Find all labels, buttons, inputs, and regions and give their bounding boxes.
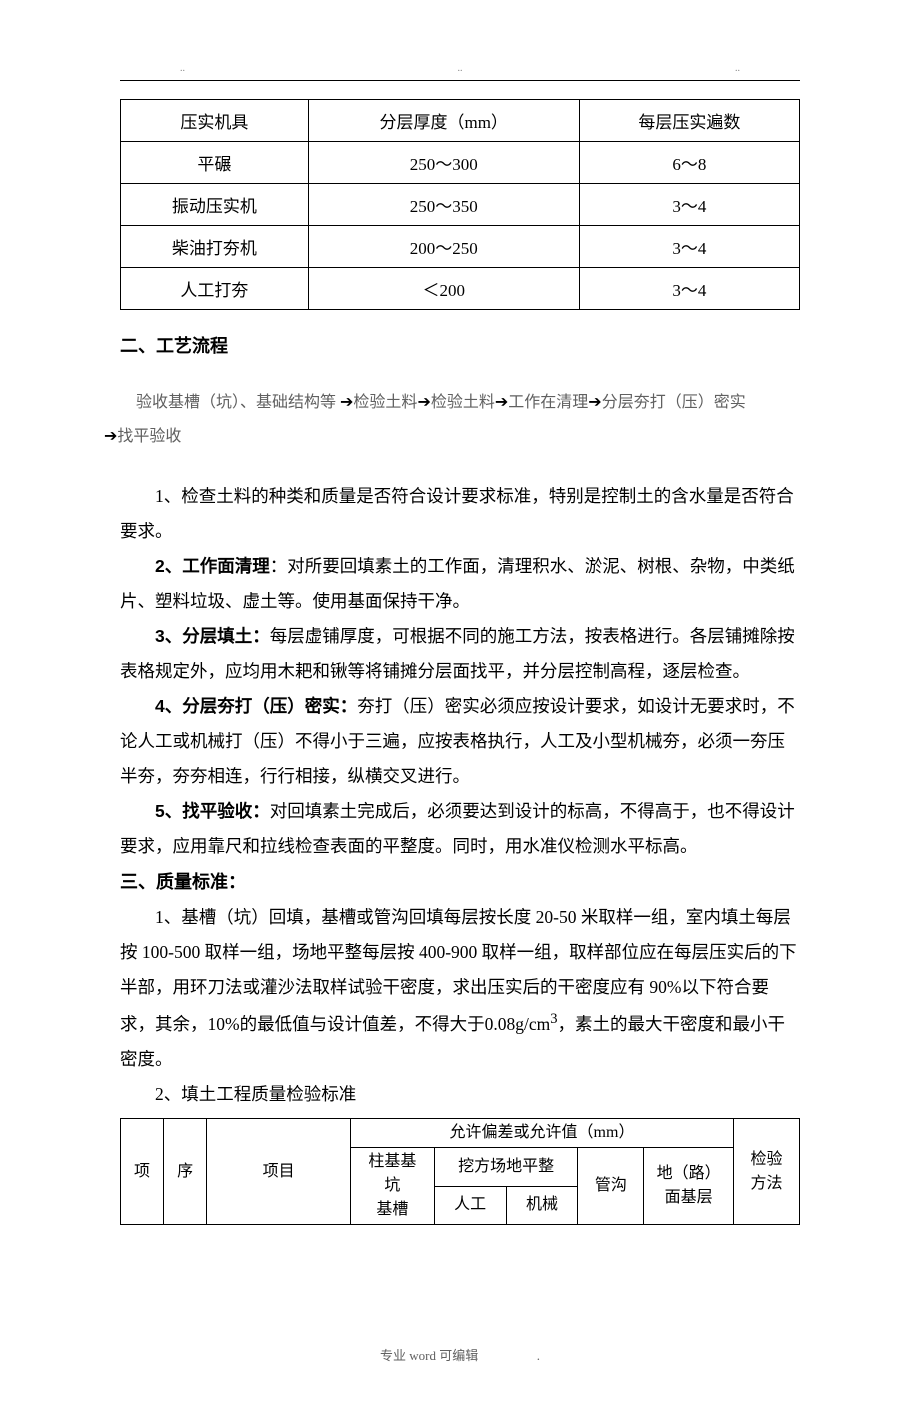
t2-col: 挖方场地平整 — [434, 1148, 578, 1187]
paragraph: 1、检查土料的种类和质量是否符合设计要求标准，特别是控制土的含水量是否符合要求。 — [120, 479, 800, 549]
t2-col: 序 — [164, 1119, 207, 1225]
t2-col: 项 — [121, 1119, 164, 1225]
superscript: 3 — [550, 1011, 557, 1027]
flow-step: 验收基槽（坑）、基础结构等 — [136, 394, 336, 411]
footer-text: 专业 word 可编辑 — [380, 1348, 478, 1363]
t2-col: 柱基基坑基槽 — [350, 1148, 434, 1225]
para-lead: 2、工作面清理 — [155, 556, 270, 576]
flow-step: 分层夯打（压）密实 — [602, 394, 746, 411]
arrow-icon: ➔ — [588, 394, 601, 411]
t1-header: 分层厚度（mm） — [308, 100, 579, 142]
t2-col: 检验方法 — [734, 1119, 800, 1225]
body-content: 1、检查土料的种类和质量是否符合设计要求标准，特别是控制土的含水量是否符合要求。… — [120, 479, 800, 1112]
footer-dot: . — [537, 1348, 540, 1363]
t1-cell: 200～250 — [308, 226, 579, 268]
arrow-icon: ➔ — [495, 394, 508, 411]
t1-cell: 人工打夯 — [121, 268, 309, 310]
t1-cell: 平碾 — [121, 142, 309, 184]
paragraph: 3、分层填土：每层虚铺厚度，可根据不同的施工方法，按表格进行。各层铺摊除按表格规… — [120, 619, 800, 689]
flow-step: 工作在清理 — [508, 394, 588, 411]
t1-cell: 3～4 — [579, 268, 799, 310]
t1-cell: 6～8 — [579, 142, 799, 184]
t1-header: 每层压实遍数 — [579, 100, 799, 142]
t1-cell: 3～4 — [579, 226, 799, 268]
para-lead: 3、分层填土： — [155, 626, 270, 646]
flow-step: 检验土料 — [431, 394, 495, 411]
t1-header: 压实机具 — [121, 100, 309, 142]
paragraph: 2、填土工程质量检验标准 — [120, 1077, 800, 1112]
heading-process: 二、工艺流程 — [120, 332, 800, 358]
compaction-table: 压实机具 分层厚度（mm） 每层压实遍数 平碾250～3006～8 振动压实机25… — [120, 99, 800, 310]
para-lead: 4、分层夯打（压）密实： — [155, 696, 357, 716]
paragraph: 5、找平验收：对回填素土完成后，必须要达到设计的标高，不得高于，也不得设计要求，… — [120, 794, 800, 864]
t1-cell: 柴油打夯机 — [121, 226, 309, 268]
para-lead: 5、找平验收： — [155, 801, 270, 821]
flow-step: 检验土料 — [353, 394, 417, 411]
flow-step: 找平验收 — [117, 428, 181, 445]
paragraph: 1、基槽（坑）回填，基槽或管沟回填每层按长度 20-50 米取样一组，室内填土每… — [120, 900, 800, 1077]
t1-cell: 振动压实机 — [121, 184, 309, 226]
inspection-table: 项 序 项目 允许偏差或允许值（mm） 检验方法 柱基基坑基槽 挖方场地平整 管… — [120, 1118, 800, 1225]
t2-topspan: 允许偏差或允许值（mm） — [350, 1119, 733, 1148]
t1-cell: 250～300 — [308, 142, 579, 184]
t2-col: 人工 — [434, 1186, 506, 1225]
t2-col: 地（路）面基层 — [644, 1148, 734, 1225]
t1-cell: 3～4 — [579, 184, 799, 226]
process-flow: 验收基槽（坑）、基础结构等 ➔检验土料➔检验土料➔工作在清理➔分层夯打（压）密实… — [120, 386, 800, 453]
paragraph: 4、分层夯打（压）密实：夯打（压）密实必须应按设计要求，如设计无要求时，不论人工… — [120, 689, 800, 794]
t2-col: 管沟 — [578, 1148, 644, 1225]
t1-cell: ＜200 — [308, 268, 579, 310]
t2-col: 机械 — [506, 1186, 578, 1225]
t1-cell: 250～350 — [308, 184, 579, 226]
t2-col: 项目 — [207, 1119, 351, 1225]
arrow-icon: ➔ — [417, 394, 430, 411]
heading-quality: 三、质量标准： — [120, 864, 800, 900]
page-footer: 专业 word 可编辑 . — [120, 1345, 800, 1364]
arrow-icon: ➔ — [104, 428, 117, 445]
paragraph: 2、工作面清理：对所要回填素土的工作面，清理积水、淤泥、树根、杂物，中类纸片、塑… — [120, 549, 800, 619]
arrow-icon: ➔ — [340, 394, 353, 411]
